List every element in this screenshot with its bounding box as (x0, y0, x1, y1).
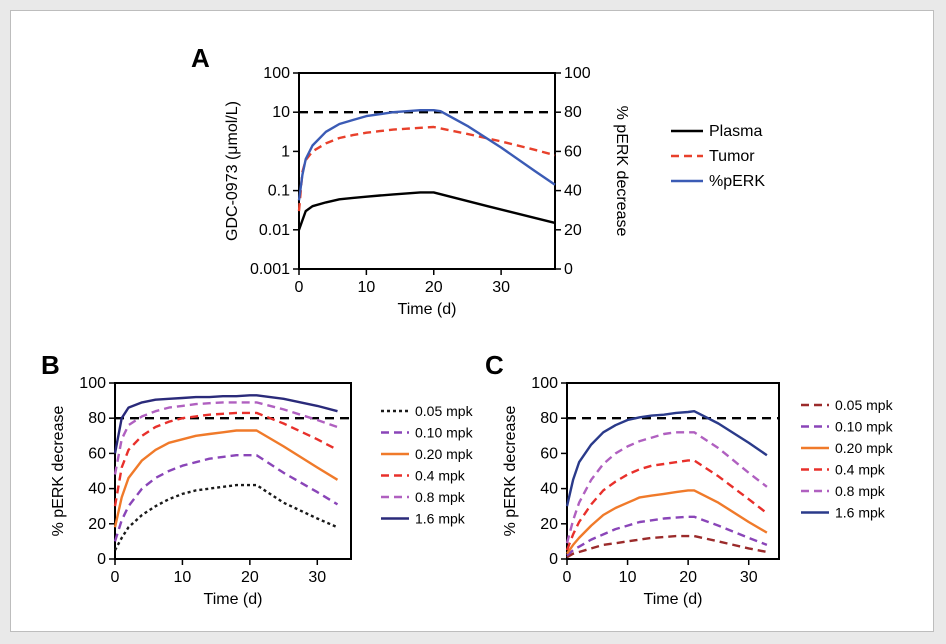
legend-label-b-2: 0.20 mpk (415, 446, 474, 462)
y-tick-label-b: 0 (97, 551, 106, 568)
y-tick-label-c: 80 (540, 410, 558, 427)
series-line-c-5 (565, 410, 768, 507)
plot-frame-c (566, 382, 780, 560)
x-tick-label-b: 10 (174, 569, 192, 586)
legend-label-c-2: 0.20 mpk (835, 440, 894, 456)
y2-tick-label-a: 100 (564, 65, 591, 82)
x-tick-label-a: 10 (357, 279, 375, 296)
y-tick-label-b: 60 (88, 445, 106, 462)
legend-label-a-2: %pERK (709, 173, 765, 190)
series-line-a-1 (297, 125, 556, 212)
plot-frame-b (114, 382, 352, 560)
y2-tick-label-a: 20 (564, 222, 582, 239)
x-axis-label-b: Time (d) (204, 591, 263, 608)
figure-panel: A 0 10 20 30 Time (d) 0.001 0.01 0.1 1 10 100 GDC-09… (10, 10, 934, 632)
legend-label-c-4: 0.8 mpk (835, 483, 886, 499)
y-tick-label-b: 40 (88, 481, 106, 498)
x-tick-label-a: 30 (492, 279, 510, 296)
y-tick-label-a: 100 (263, 65, 290, 82)
series-line-c-4 (565, 431, 768, 544)
legend-label-c-0: 0.05 mpk (835, 397, 894, 413)
series-line-c-2 (566, 489, 768, 555)
y-tick-label-c: 100 (531, 375, 558, 392)
y2-tick-label-a: 40 (564, 183, 582, 200)
panel-letter-b: B (41, 350, 60, 380)
legend-label-a-0: Plasma (709, 123, 762, 140)
series-line-b-3 (113, 411, 339, 507)
x-tick-label-b: 30 (308, 569, 326, 586)
x-axis-label-c: Time (d) (644, 591, 703, 608)
legend-label-c-1: 0.10 mpk (835, 419, 894, 435)
x-axis-label-a: Time (d) (398, 301, 457, 318)
panel-letter-c: C (485, 350, 504, 380)
y2-tick-label-a: 0 (564, 261, 573, 278)
x-tick-label-b: 0 (111, 569, 120, 586)
y-tick-label-a: 10 (272, 104, 290, 121)
legend-label-c-3: 0.4 mpk (835, 462, 886, 478)
legend-label-b-1: 0.10 mpk (415, 425, 474, 441)
series-line-b-4 (113, 401, 338, 475)
series-line-a-2 (297, 108, 556, 201)
legend-label-b-0: 0.05 mpk (415, 403, 474, 419)
legend-label-b-3: 0.4 mpk (415, 468, 466, 484)
series-line-b-0 (113, 483, 338, 551)
y2-tick-label-a: 60 (564, 143, 582, 160)
series-line-c-0 (566, 534, 768, 559)
x-tick-label-c: 10 (619, 569, 637, 586)
legend-label-a-1: Tumor (709, 148, 755, 165)
y-tick-label-a: 0.1 (268, 183, 290, 200)
x-tick-label-c: 0 (563, 569, 572, 586)
y-tick-label-b: 100 (79, 375, 106, 392)
plot-frame-a (298, 72, 556, 270)
x-tick-label-a: 20 (425, 279, 443, 296)
series-line-b-5 (113, 394, 338, 454)
y-axis-label-c: % pERK decrease (502, 406, 519, 537)
x-tick-label-c: 20 (679, 569, 697, 586)
y-tick-label-c: 0 (549, 551, 558, 568)
x-tick-label-a: 0 (295, 279, 304, 296)
y-tick-label-a: 0.01 (259, 222, 290, 239)
y-axis-label-a: GDC-0973 (μmol/L) (224, 101, 241, 241)
y-tick-label-b: 80 (88, 410, 106, 427)
legend-label-b-4: 0.8 mpk (415, 489, 466, 505)
legend-label-c-5: 1.6 mpk (835, 505, 886, 521)
series-line-c-3 (565, 459, 768, 551)
y-axis-label-b: % pERK decrease (50, 406, 67, 537)
series-line-c-1 (566, 515, 768, 557)
legend-label-b-5: 1.6 mpk (415, 511, 466, 527)
y2-axis-label-a: % pERK decrease (613, 106, 630, 237)
y-tick-label-c: 40 (540, 481, 558, 498)
y-tick-label-a: 0.001 (250, 261, 290, 278)
panel-letter-a: A (191, 43, 210, 73)
y2-tick-label-a: 80 (564, 104, 582, 121)
y-tick-label-c: 20 (540, 516, 558, 533)
series-line-b-2 (113, 429, 339, 528)
y-tick-label-a: 1 (281, 143, 290, 160)
x-tick-label-b: 20 (241, 569, 259, 586)
y-tick-label-b: 20 (88, 516, 106, 533)
series-line-b-1 (113, 454, 339, 542)
x-tick-label-c: 30 (740, 569, 758, 586)
series-line-a-0 (297, 191, 556, 231)
y-tick-label-c: 60 (540, 445, 558, 462)
